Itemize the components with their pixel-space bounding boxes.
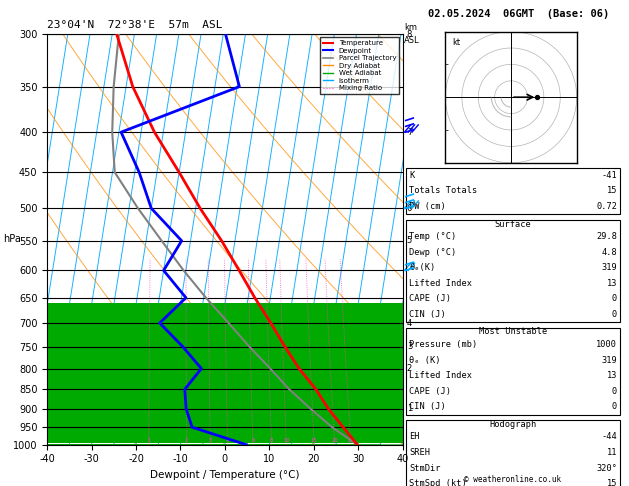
Text: 0.72: 0.72: [596, 202, 617, 211]
Text: © weatheronline.co.uk: © weatheronline.co.uk: [464, 474, 561, 484]
Text: 2: 2: [185, 437, 189, 443]
Text: 6: 6: [407, 204, 412, 213]
Text: CAPE (J): CAPE (J): [409, 387, 452, 396]
Text: 319: 319: [601, 263, 617, 272]
Text: Lifted Index: Lifted Index: [409, 371, 472, 380]
Text: 15: 15: [311, 437, 318, 443]
Text: 8: 8: [270, 437, 273, 443]
Text: CAPE (J): CAPE (J): [409, 295, 452, 303]
Text: -44: -44: [601, 433, 617, 441]
Text: 4.8: 4.8: [601, 248, 617, 257]
Text: 3: 3: [407, 342, 412, 351]
Text: Totals Totals: Totals Totals: [409, 187, 478, 195]
Text: StmSpd (kt): StmSpd (kt): [409, 479, 467, 486]
Text: Most Unstable: Most Unstable: [479, 328, 547, 336]
Text: StmDir: StmDir: [409, 464, 441, 472]
Text: SREH: SREH: [409, 448, 430, 457]
Text: 1000: 1000: [596, 340, 617, 349]
Text: 7: 7: [407, 128, 412, 137]
Text: 15: 15: [606, 479, 617, 486]
Text: 5: 5: [407, 236, 412, 245]
Text: 29.8: 29.8: [596, 232, 617, 241]
Point: [532, 93, 542, 101]
Text: K: K: [409, 171, 415, 180]
Text: km: km: [404, 23, 417, 32]
Text: -41: -41: [601, 171, 617, 180]
Text: 1: 1: [407, 404, 412, 413]
Text: 6: 6: [251, 437, 255, 443]
Text: 0: 0: [612, 387, 617, 396]
Text: θₑ (K): θₑ (K): [409, 356, 441, 364]
Text: 4: 4: [226, 437, 230, 443]
Text: 3: 3: [209, 437, 212, 443]
Text: EH: EH: [409, 433, 420, 441]
Legend: Temperature, Dewpoint, Parcel Trajectory, Dry Adiabat, Wet Adiabat, Isotherm, Mi: Temperature, Dewpoint, Parcel Trajectory…: [320, 37, 399, 94]
Text: 23°04'N  72°38'E  57m  ASL: 23°04'N 72°38'E 57m ASL: [47, 20, 223, 30]
Text: CIN (J): CIN (J): [409, 402, 446, 411]
Text: 4: 4: [407, 318, 412, 328]
Text: Pressure (mb): Pressure (mb): [409, 340, 478, 349]
X-axis label: Dewpoint / Temperature (°C): Dewpoint / Temperature (°C): [150, 470, 299, 480]
Text: 10: 10: [283, 437, 290, 443]
Text: 8: 8: [407, 30, 412, 38]
Text: 11: 11: [606, 448, 617, 457]
Text: 25: 25: [348, 437, 354, 443]
Text: Dewp (°C): Dewp (°C): [409, 248, 457, 257]
Text: ASL: ASL: [404, 36, 420, 45]
Text: hPa: hPa: [3, 234, 21, 244]
Text: Temp (°C): Temp (°C): [409, 232, 457, 241]
Text: 1: 1: [147, 437, 150, 443]
Text: kt: kt: [452, 38, 460, 47]
Text: 0: 0: [612, 310, 617, 319]
Text: Lifted Index: Lifted Index: [409, 279, 472, 288]
Text: PW (cm): PW (cm): [409, 202, 446, 211]
Text: 0: 0: [612, 295, 617, 303]
Text: θₑ(K): θₑ(K): [409, 263, 436, 272]
Text: 13: 13: [606, 371, 617, 380]
Text: CIN (J): CIN (J): [409, 310, 446, 319]
Text: Surface: Surface: [494, 220, 531, 228]
Text: 320°: 320°: [596, 464, 617, 472]
Text: Hodograph: Hodograph: [489, 420, 537, 429]
Text: 13: 13: [606, 279, 617, 288]
Text: 2: 2: [407, 364, 412, 373]
Text: 15: 15: [606, 187, 617, 195]
Text: 319: 319: [601, 356, 617, 364]
Text: 0: 0: [612, 402, 617, 411]
Text: 02.05.2024  06GMT  (Base: 06): 02.05.2024 06GMT (Base: 06): [428, 9, 610, 19]
Text: 20: 20: [331, 437, 338, 443]
